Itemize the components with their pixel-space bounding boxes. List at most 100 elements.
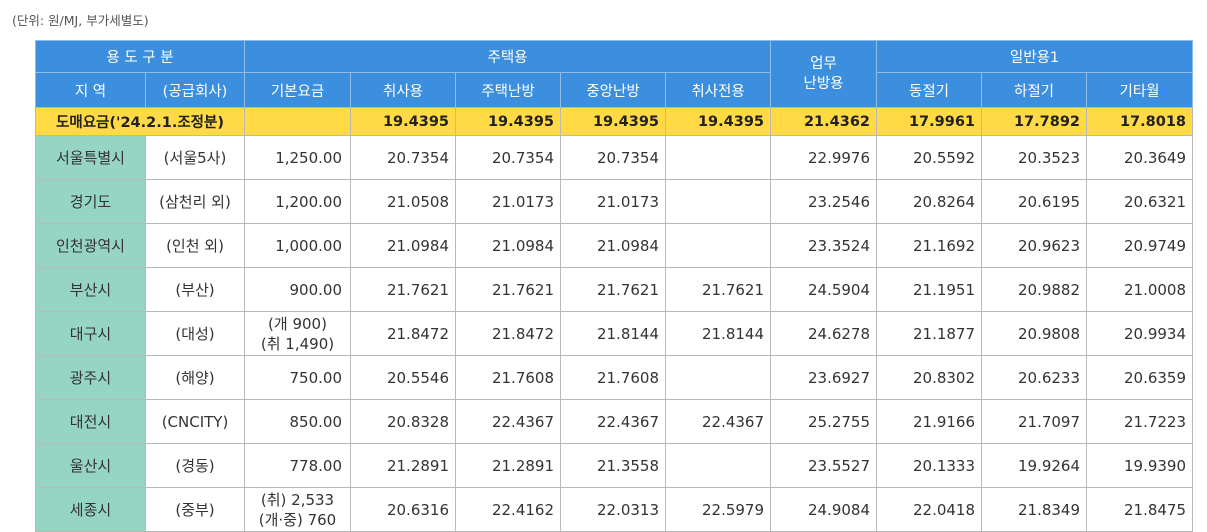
residential-header: 주택용 — [243, 40, 772, 73]
cooking-only-cell — [664, 135, 772, 180]
residential-heating-cell: 21.0984 — [455, 223, 561, 268]
wholesale-central-heating: 19.4395 — [560, 107, 666, 136]
summer-cell: 20.6195 — [981, 179, 1088, 224]
supplier-cell: (CNCITY) — [145, 399, 245, 444]
business-heating-cell: 23.5527 — [770, 443, 878, 488]
wholesale-cooking: 19.4395 — [350, 107, 456, 136]
other-months-cell: 20.6359 — [1086, 355, 1194, 400]
supplier-cell: (중부) — [145, 487, 245, 532]
region-cell: 대구시 — [35, 311, 146, 356]
table-row: 광주시 (해양) 750.00 20.5546 21.7608 21.7608 23.692… — [35, 355, 1194, 400]
cooking-cell: 20.8328 — [350, 399, 456, 444]
base-fee-line: 1,000.00 — [275, 236, 342, 255]
central-heating-cell: 20.7354 — [560, 135, 666, 180]
winter-cell: 21.1877 — [876, 311, 983, 356]
residential-heating-cell: 22.4367 — [455, 399, 561, 444]
wholesale-business-heating: 21.4362 — [770, 107, 878, 136]
residential-heating-cell: 21.2891 — [455, 443, 561, 488]
wholesale-residential-heating: 19.4395 — [455, 107, 561, 136]
supplier-cell: (삼천리 외) — [145, 179, 245, 224]
cooking-header: 취사용 — [350, 72, 456, 108]
central-heating-cell: 22.0313 — [560, 487, 666, 532]
business-heating-cell: 23.6927 — [770, 355, 878, 400]
central-heating-cell: 21.8144 — [560, 311, 666, 356]
winter-cell: 21.1951 — [876, 267, 983, 312]
base-fee-line: (개·중) 760 — [258, 510, 337, 529]
summer-cell: 21.7097 — [981, 399, 1088, 444]
supplier-cell: (경동) — [145, 443, 245, 488]
region-cell: 인천광역시 — [35, 223, 146, 268]
supplier-cell: (서울5사) — [145, 135, 245, 180]
winter-cell: 21.9166 — [876, 399, 983, 444]
cooking-cell: 21.2891 — [350, 443, 456, 488]
business-heating-line2: 난방용 — [803, 76, 844, 92]
unit-note: (단위: 원/MJ, 부가세별도) — [12, 13, 149, 28]
summer-cell: 20.9882 — [981, 267, 1088, 312]
business-heating-cell: 24.6278 — [770, 311, 878, 356]
other-months-cell: 20.9749 — [1086, 223, 1194, 268]
region-cell: 세종시 — [35, 487, 146, 532]
cooking-only-cell — [664, 223, 772, 268]
region-cell: 울산시 — [35, 443, 146, 488]
cooking-cell: 20.5546 — [350, 355, 456, 400]
table-row: 경기도 (삼천리 외) 1,200.00 21.0508 21.0173 21.0173 2… — [35, 179, 1194, 224]
cooking-cell: 21.0984 — [350, 223, 456, 268]
base-fee-cell: (취) 2,533 (개·중) 760 — [244, 487, 351, 532]
residential-heating-header: 주택난방 — [455, 72, 561, 108]
winter-cell: 20.8264 — [876, 179, 983, 224]
winter-cell: 20.8302 — [876, 355, 983, 400]
base-fee-header: 기본요금 — [244, 72, 351, 108]
business-heating-cell: 23.2546 — [770, 179, 878, 224]
base-fee-line: (취) 2,533 — [260, 490, 335, 509]
cooking-only-cell: 22.4367 — [664, 399, 772, 444]
other-months-cell: 20.9934 — [1086, 311, 1194, 356]
business-heating-cell: 22.9976 — [770, 135, 878, 180]
winter-cell: 20.1333 — [876, 443, 983, 488]
region-cell: 부산시 — [35, 267, 146, 312]
summer-cell: 21.8349 — [981, 487, 1088, 532]
other-months-cell: 20.3649 — [1086, 135, 1194, 180]
wholesale-cooking-only: 19.4395 — [664, 107, 772, 136]
base-fee-cell: 900.00 — [244, 267, 351, 312]
cooking-cell: 21.0508 — [350, 179, 456, 224]
general-header: 일반용1 — [876, 40, 1194, 73]
summer-cell: 20.6233 — [981, 355, 1088, 400]
table-row: 서울특별시 (서울5사) 1,250.00 20.7354 20.7354 20.7354… — [35, 135, 1194, 180]
wholesale-winter: 17.9961 — [876, 107, 983, 136]
residential-heating-cell: 21.7608 — [455, 355, 561, 400]
supplier-cell: (인천 외) — [145, 223, 245, 268]
table-row: 부산시 (부산) 900.00 21.7621 21.7621 21.7621 21.762… — [35, 267, 1194, 312]
summer-header: 하절기 — [981, 72, 1088, 108]
usage-category-header: 용 도 구 분 — [35, 40, 245, 73]
table-row: 인천광역시 (인천 외) 1,000.00 21.0984 21.0984 21.0984… — [35, 223, 1194, 268]
winter-cell: 22.0418 — [876, 487, 983, 532]
base-fee-line: 1,200.00 — [275, 192, 342, 211]
wholesale-other-months: 17.8018 — [1086, 107, 1194, 136]
base-fee-line: 750.00 — [289, 368, 343, 387]
region-cell: 경기도 — [35, 179, 146, 224]
cooking-only-cell: 22.5979 — [664, 487, 772, 532]
winter-cell: 20.5592 — [876, 135, 983, 180]
wholesale-base-fee-cell — [244, 107, 351, 136]
residential-heating-cell: 20.7354 — [455, 135, 561, 180]
cooking-cell: 21.8472 — [350, 311, 456, 356]
residential-heating-cell: 22.4162 — [455, 487, 561, 532]
business-heating-line1: 업무 — [810, 56, 837, 72]
wholesale-summer: 17.7892 — [981, 107, 1088, 136]
winter-cell: 21.1692 — [876, 223, 983, 268]
base-fee-line: (취 1,490) — [260, 334, 335, 353]
business-heating-cell: 24.9084 — [770, 487, 878, 532]
cooking-only-cell — [664, 355, 772, 400]
business-heating-cell: 24.5904 — [770, 267, 878, 312]
supplier-cell: (해양) — [145, 355, 245, 400]
summer-cell: 19.9264 — [981, 443, 1088, 488]
central-heating-cell: 21.0173 — [560, 179, 666, 224]
table-row: 울산시 (경동) 778.00 21.2891 21.2891 21.3558 23.552… — [35, 443, 1194, 488]
business-heating-header: 업무 난방용 — [770, 40, 878, 108]
residential-heating-cell: 21.0173 — [455, 179, 561, 224]
base-fee-line: (개 900) — [268, 314, 327, 333]
central-heating-cell: 21.7621 — [560, 267, 666, 312]
other-months-cell: 19.9390 — [1086, 443, 1194, 488]
residential-heating-cell: 21.7621 — [455, 267, 561, 312]
residential-heating-cell: 21.8472 — [455, 311, 561, 356]
